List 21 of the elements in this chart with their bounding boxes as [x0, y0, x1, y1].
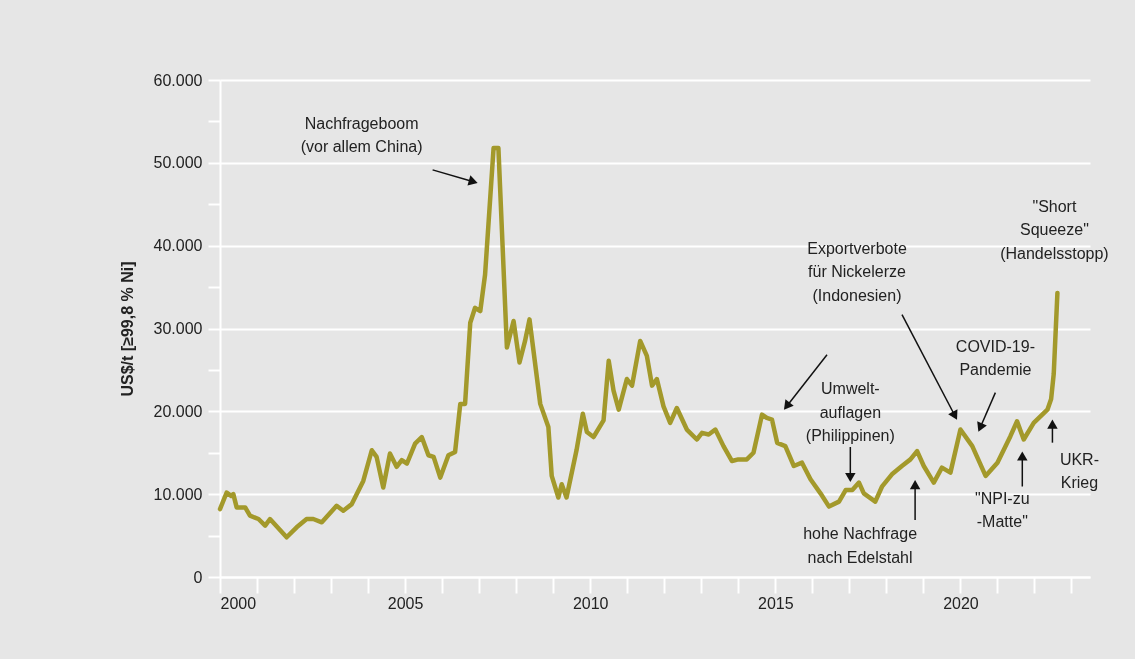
y-tick-label: 30.000	[153, 320, 203, 337]
annotation: "NPI-zu -Matte"	[975, 489, 1030, 530]
y-axis-title: US$/t [≥99,8 % Ni]	[118, 261, 136, 397]
annotation: Nachfrageboom (vor allem China)	[300, 114, 423, 156]
annotation: UKR- Krieg	[1059, 450, 1099, 492]
annotation: hohe Nachfrage nach Edelstahl	[803, 525, 918, 566]
x-tick-label: 2015	[758, 594, 794, 612]
y-tick-label: 40.000	[153, 237, 203, 255]
x-tick-label: 2010	[572, 594, 609, 612]
y-tick-label: 20.000	[153, 402, 203, 420]
annotation: Umwelt- auflagen (Philippinen)	[805, 380, 895, 445]
annotation: COVID-19- Pandemie	[955, 337, 1035, 379]
y-tick-label: 0	[193, 568, 203, 586]
x-tick-label: 2020	[943, 594, 979, 612]
y-tick-label: 50.000	[153, 154, 203, 172]
x-tick-label: 2005	[387, 594, 424, 612]
x-tick-label: 2000	[220, 594, 257, 612]
annotation: "Short Squeeze" (Handelsstopp)	[1000, 197, 1109, 262]
y-tick-label: 10.000	[153, 485, 203, 503]
annotation: Exportverbote für Nickelerze (Indonesien)	[807, 239, 907, 304]
y-tick-label: 60.000	[153, 71, 203, 89]
